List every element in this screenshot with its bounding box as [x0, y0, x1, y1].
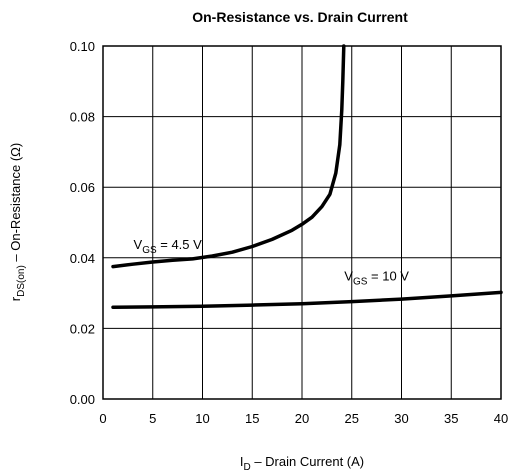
x-tick-label: 40 [494, 411, 508, 426]
x-tick-label: 25 [345, 411, 359, 426]
y-tick-labels: 0.00 0.02 0.04 0.06 0.08 0.10 [70, 39, 95, 407]
x-tick-label: 0 [99, 411, 106, 426]
series-label-2: VGS = 10 V [344, 269, 409, 288]
x-tick-label: 15 [245, 411, 259, 426]
x-tick-labels: 0 5 10 15 20 25 30 35 40 [99, 411, 508, 426]
y-axis-label: rDS(on) – On-Resistance (Ω) [8, 143, 27, 301]
series-line-1 [111, 44, 346, 269]
x-tick-label: 5 [149, 411, 156, 426]
series-layer [111, 44, 503, 309]
x-tick-label: 20 [295, 411, 309, 426]
chart-title: On-Resistance vs. Drain Current [192, 9, 408, 25]
x-tick-label: 30 [394, 411, 408, 426]
x-tick-label: 10 [195, 411, 209, 426]
y-tick-label: 0.06 [70, 180, 95, 195]
x-tick-label: 35 [444, 411, 458, 426]
x-axis-label: ID – Drain Current (A) [240, 454, 364, 473]
y-tick-label: 0.00 [70, 392, 95, 407]
series-label-1: VGS = 4.5 V [134, 237, 203, 256]
y-tick-label: 0.10 [70, 39, 95, 54]
series-annotations: VGS = 4.5 V VGS = 10 V [134, 237, 410, 288]
grid [103, 46, 501, 399]
y-tick-label: 0.02 [70, 321, 95, 336]
plot-frame [102, 45, 502, 400]
y-tick-label: 0.08 [70, 110, 95, 125]
series-line-2 [111, 290, 503, 309]
y-tick-label: 0.04 [70, 251, 95, 266]
